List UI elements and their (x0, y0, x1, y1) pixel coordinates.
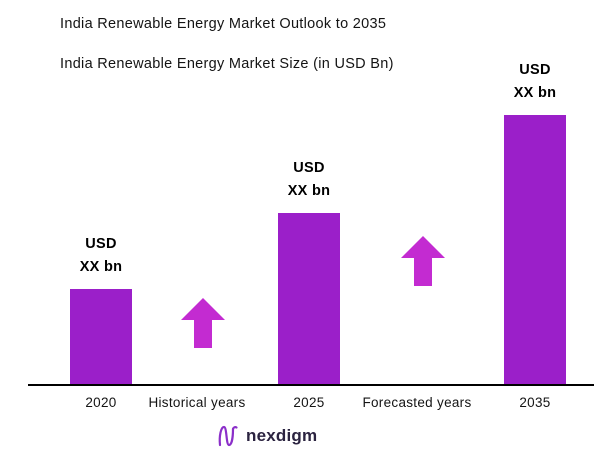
x-annotation-historical: Historical years (148, 395, 246, 410)
bar-value-line2: XX bn (287, 182, 331, 199)
bar-value-label-2020: USD XX bn (80, 233, 123, 279)
bar-value-line2: XX bn (79, 258, 123, 275)
bar-value-line1: USD (293, 159, 325, 176)
x-axis-line (28, 384, 594, 386)
bar-value-label-2025: USD XX bn (288, 157, 331, 203)
bar-2035 (504, 115, 566, 384)
bar-group-2035: USD XX bn (485, 59, 585, 384)
chart-subtitle: India Renewable Energy Market Size (in U… (60, 56, 394, 72)
nexdigm-wave-icon (218, 425, 238, 447)
growth-arrow-icon (181, 298, 225, 348)
bar-value-line1: USD (85, 235, 117, 252)
bar-value-line2: XX bn (513, 84, 557, 101)
bar-group-2020: USD XX bn (51, 233, 151, 384)
bar-group-2025: USD XX bn (259, 157, 359, 384)
brand-logo: nexdigm (217, 424, 317, 448)
chart-title: India Renewable Energy Market Outlook to… (60, 16, 387, 32)
x-tick-2025: 2025 (293, 395, 325, 410)
bar-2025 (278, 213, 340, 384)
x-tick-2035: 2035 (519, 395, 551, 410)
bar-2020 (70, 289, 132, 384)
brand-name: nexdigm (246, 426, 318, 445)
bar-value-line1: USD (519, 61, 551, 78)
bar-value-label-2035: USD XX bn (514, 59, 557, 105)
growth-arrow-icon (401, 236, 445, 286)
x-annotation-forecasted: Forecasted years (362, 395, 472, 410)
x-tick-2020: 2020 (85, 395, 117, 410)
